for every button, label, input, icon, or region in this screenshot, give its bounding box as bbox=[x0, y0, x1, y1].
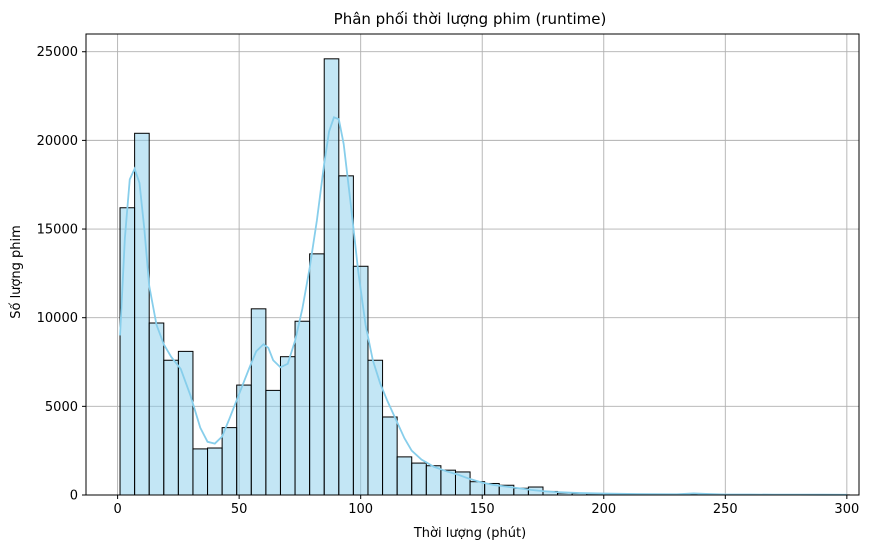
x-axis-ticks: 0 50 100 150 200 250 300 bbox=[113, 495, 859, 517]
x-axis-label: Thời lượng (phút) bbox=[413, 526, 526, 541]
histogram-bar bbox=[279, 356, 296, 496]
histogram-bar bbox=[352, 265, 369, 496]
x-tick-label: 200 bbox=[591, 502, 616, 517]
x-tick-label: 150 bbox=[470, 502, 495, 517]
histogram-bar bbox=[338, 175, 354, 496]
histogram-bars bbox=[119, 58, 850, 496]
y-tick-label: 25000 bbox=[37, 45, 78, 60]
histogram-bar bbox=[119, 207, 136, 496]
x-tick-label: 50 bbox=[231, 502, 248, 517]
x-tick-label: 300 bbox=[834, 502, 859, 517]
grid-lines bbox=[86, 34, 859, 496]
y-axis-ticks: 0 5000 10000 15000 20000 25000 bbox=[37, 45, 86, 504]
histogram-bar bbox=[250, 308, 267, 496]
histogram-bar bbox=[425, 465, 442, 496]
chart-title: Phân phối thời lượng phim (runtime) bbox=[334, 10, 607, 28]
histogram-bar bbox=[294, 320, 311, 496]
histogram-bar bbox=[148, 322, 165, 496]
histogram-bar bbox=[411, 462, 427, 496]
y-tick-label: 20000 bbox=[37, 134, 78, 149]
histogram-bar bbox=[382, 416, 398, 496]
kde-curve bbox=[119, 116, 847, 496]
histogram-bar bbox=[396, 456, 413, 496]
y-tick-label: 10000 bbox=[37, 311, 78, 326]
y-tick-label: 5000 bbox=[45, 400, 78, 415]
y-axis-label: Số lượng phim bbox=[9, 225, 24, 319]
histogram-bar bbox=[469, 481, 486, 496]
y-tick-label: 15000 bbox=[37, 223, 78, 238]
x-tick-label: 0 bbox=[113, 502, 121, 517]
histogram-bar bbox=[134, 132, 150, 496]
plot-frame bbox=[85, 33, 860, 496]
histogram-bar bbox=[207, 447, 223, 496]
histogram-bar bbox=[236, 384, 252, 496]
y-tick-label: 0 bbox=[70, 489, 78, 504]
x-tick-label: 100 bbox=[348, 502, 373, 517]
x-tick-label: 250 bbox=[713, 502, 738, 517]
histogram-bar bbox=[192, 448, 209, 496]
histogram-bar bbox=[177, 350, 194, 496]
histogram-bar bbox=[163, 359, 179, 496]
histogram-bar bbox=[221, 427, 238, 496]
kde-line bbox=[119, 116, 847, 496]
histogram-bar bbox=[309, 253, 325, 496]
histogram-bar bbox=[265, 389, 281, 496]
histogram-bar bbox=[367, 359, 384, 496]
